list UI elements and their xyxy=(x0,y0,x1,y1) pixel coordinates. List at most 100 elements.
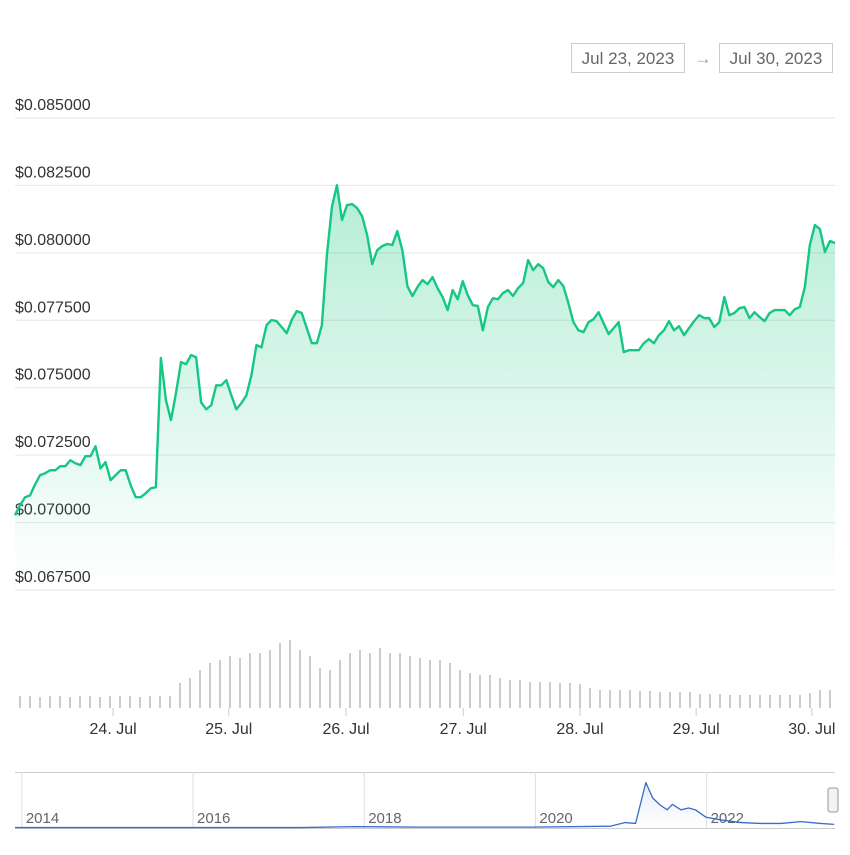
bar xyxy=(629,690,631,708)
bar xyxy=(499,678,501,708)
bar xyxy=(209,663,211,708)
bar xyxy=(509,680,511,708)
bar xyxy=(79,696,81,708)
x-tick-label: 2014 xyxy=(26,810,59,827)
bar xyxy=(89,696,91,708)
bar xyxy=(799,695,801,708)
bar xyxy=(19,696,21,708)
bar xyxy=(729,695,731,708)
bar xyxy=(329,670,331,708)
bar xyxy=(469,673,471,708)
bar xyxy=(359,650,361,708)
x-tick-label: 2018 xyxy=(368,810,401,827)
bar xyxy=(259,653,261,708)
bar xyxy=(789,695,791,708)
bar xyxy=(689,692,691,708)
bar xyxy=(479,675,481,708)
bar xyxy=(549,682,551,708)
bar xyxy=(719,694,721,708)
y-tick-label: $0.075000 xyxy=(15,367,91,384)
bar xyxy=(389,653,391,708)
end-date[interactable]: Jul 30, 2023 xyxy=(730,49,823,68)
y-tick-label: $0.085000 xyxy=(15,97,91,114)
bar xyxy=(419,658,421,708)
start-date[interactable]: Jul 23, 2023 xyxy=(582,49,675,68)
y-tick-label: $0.072500 xyxy=(15,434,91,451)
bar xyxy=(749,695,751,708)
bar xyxy=(569,683,571,708)
bar xyxy=(319,668,321,708)
bar xyxy=(589,688,591,708)
line xyxy=(13,183,836,516)
bar xyxy=(49,696,51,708)
bar xyxy=(229,656,231,708)
y-tick-label: $0.082500 xyxy=(15,164,91,181)
x-tick-label: 24. Jul xyxy=(90,721,137,738)
bar xyxy=(649,691,651,708)
bar xyxy=(269,650,271,708)
x-tick-label: 30. Jul xyxy=(788,721,835,738)
bar xyxy=(99,697,101,708)
bar xyxy=(129,696,131,708)
x-tick-label: 2020 xyxy=(539,810,572,827)
bar xyxy=(609,690,611,708)
bar xyxy=(769,695,771,708)
bar xyxy=(559,683,561,708)
bar xyxy=(69,697,71,708)
bar xyxy=(699,694,701,708)
bar xyxy=(809,693,811,708)
bar xyxy=(819,690,821,708)
bar xyxy=(159,696,161,708)
bar xyxy=(759,695,761,708)
x-tick-label: 29. Jul xyxy=(673,721,720,738)
bar xyxy=(349,653,351,708)
bar xyxy=(279,643,281,708)
bar xyxy=(179,683,181,708)
line xyxy=(15,781,835,829)
navigator-handle[interactable] xyxy=(827,787,839,813)
bar xyxy=(639,691,641,708)
y-tick-label: $0.077500 xyxy=(15,299,91,316)
bar xyxy=(199,670,201,708)
bar xyxy=(519,680,521,708)
x-tick-label: 25. Jul xyxy=(205,721,252,738)
bar xyxy=(289,640,291,708)
bar xyxy=(679,692,681,708)
bar xyxy=(619,690,621,708)
bar xyxy=(369,653,371,708)
bar xyxy=(189,678,191,708)
bar xyxy=(139,697,141,708)
bar xyxy=(109,696,111,708)
bar xyxy=(59,696,61,708)
x-tick-label: 27. Jul xyxy=(440,721,487,738)
area xyxy=(15,185,835,590)
y-tick-label: $0.080000 xyxy=(15,232,91,249)
bar xyxy=(659,692,661,708)
bar xyxy=(529,682,531,708)
bar xyxy=(399,653,401,708)
start-date-box[interactable] xyxy=(571,43,685,73)
bar xyxy=(669,692,671,708)
bar xyxy=(409,656,411,708)
bar xyxy=(489,675,491,708)
bar xyxy=(779,695,781,708)
bar xyxy=(449,663,451,708)
bar xyxy=(459,670,461,708)
bar xyxy=(709,694,711,708)
bar xyxy=(829,690,831,708)
bar xyxy=(149,696,151,708)
bar xyxy=(169,696,171,708)
bar xyxy=(299,650,301,708)
bar xyxy=(249,653,251,708)
area xyxy=(15,782,835,828)
end-date-box[interactable] xyxy=(719,43,833,73)
range-arrow: → xyxy=(695,49,712,68)
bar xyxy=(379,648,381,708)
bar xyxy=(579,684,581,708)
bar xyxy=(739,695,741,708)
bar xyxy=(539,682,541,708)
bar xyxy=(29,696,31,708)
bar xyxy=(219,660,221,708)
